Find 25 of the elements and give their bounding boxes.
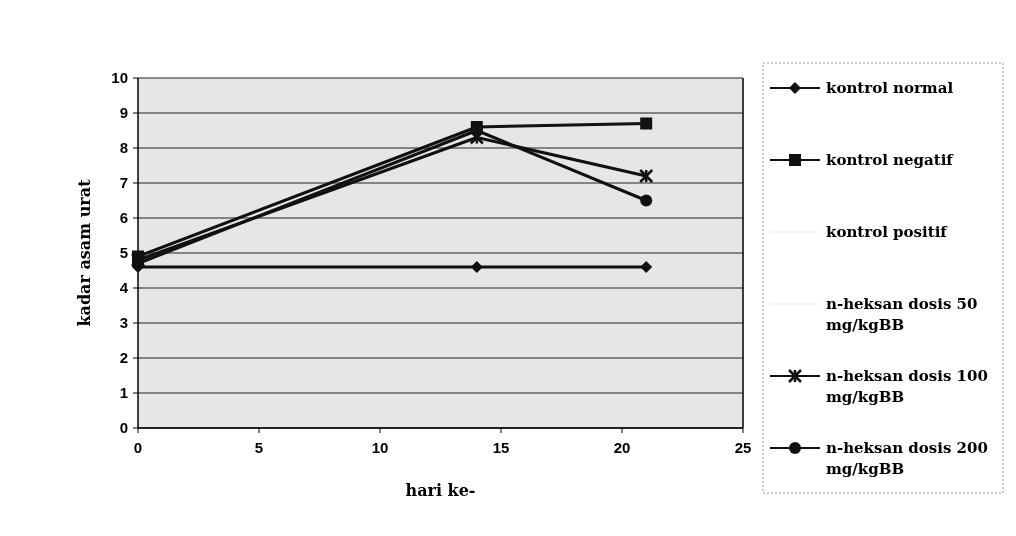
legend-label: kontrol negatif	[826, 151, 955, 170]
legend-label: n-heksan dosis 100 mg/kgBB	[826, 367, 988, 407]
y-tick-label: 10	[111, 69, 128, 87]
y-axis-title: kadar asam urat	[75, 178, 94, 327]
y-tick-label: 6	[119, 209, 128, 227]
x-axis-title: hari ke-	[405, 481, 476, 500]
y-tick-label: 8	[119, 139, 128, 157]
x-tick-label: 5	[254, 439, 264, 456]
x-tick-label: 20	[613, 439, 631, 456]
y-tick-label: 9	[119, 104, 128, 122]
y-tick-label: 5	[119, 244, 128, 262]
y-tick-label: 2	[119, 349, 128, 367]
legend-label: n-heksan dosis 50 mg/kgBB	[826, 295, 978, 335]
x-tick-label: 15	[492, 439, 510, 456]
x-tick-label: 25	[734, 439, 752, 456]
legend-label: n-heksan dosis 200 mg/kgBB	[826, 439, 988, 479]
x-tick-label: 0	[133, 439, 143, 456]
y-tick-label: 3	[119, 314, 128, 332]
legend-label: kontrol positif	[826, 223, 949, 242]
y-tick-label: 1	[119, 384, 128, 402]
y-tick-label: 7	[119, 174, 128, 192]
legend-label: kontrol normal	[826, 79, 954, 98]
y-tick-label: 0	[119, 419, 128, 437]
x-tick-label: 10	[371, 439, 389, 456]
y-tick-label: 4	[119, 279, 129, 297]
